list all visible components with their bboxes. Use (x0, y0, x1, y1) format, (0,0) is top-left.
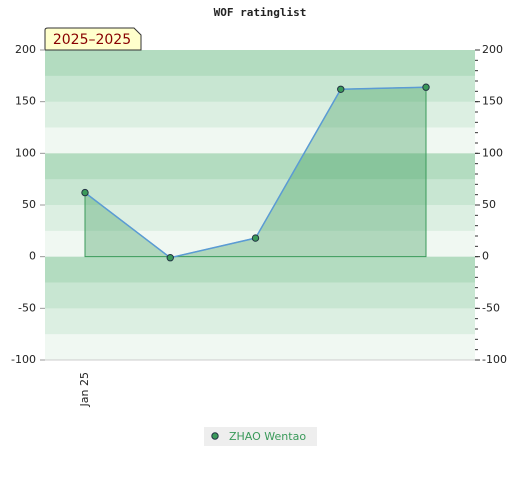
band (45, 256, 475, 283)
y-tick-label: 50 (22, 198, 36, 211)
band (45, 101, 475, 128)
y-tick-label: -50 (18, 301, 36, 314)
legend-label: ZHAO Wentao (229, 430, 306, 443)
y-tick-label: -100 (11, 353, 36, 366)
point (422, 83, 430, 91)
y2-tick-label: 0 (482, 250, 489, 263)
y2-tick-label: 200 (482, 43, 503, 56)
y-tick-label: 150 (15, 95, 36, 108)
band (45, 334, 475, 361)
point (337, 85, 345, 93)
y-tick-label: 0 (29, 250, 36, 263)
band (45, 205, 475, 232)
y2-tick-label: 150 (482, 95, 503, 108)
y-tick-label: 200 (15, 43, 36, 56)
badge: 2025–2025 (53, 32, 131, 48)
x-tick-label: Jan 25 (78, 372, 91, 407)
band (45, 75, 475, 103)
legend-box (204, 427, 317, 446)
band (45, 179, 475, 206)
band (45, 50, 475, 77)
plot (81, 83, 430, 262)
band (45, 308, 475, 335)
y2-tick-label: -100 (482, 353, 507, 366)
y-tick-label: 100 (15, 146, 36, 159)
y2-tick-label: -50 (482, 301, 500, 314)
legend-marker (211, 432, 219, 440)
point (166, 254, 174, 262)
badge-box (44, 27, 142, 51)
point (81, 188, 89, 197)
plot-background (45, 50, 475, 361)
band (45, 127, 475, 154)
point (251, 234, 260, 242)
band (45, 153, 475, 180)
band (45, 282, 475, 309)
y2-tick-label: 100 (482, 146, 503, 159)
band (45, 230, 475, 258)
chart-title: WOF ratinglist (214, 6, 307, 19)
y2-tick-label: 50 (482, 198, 496, 211)
